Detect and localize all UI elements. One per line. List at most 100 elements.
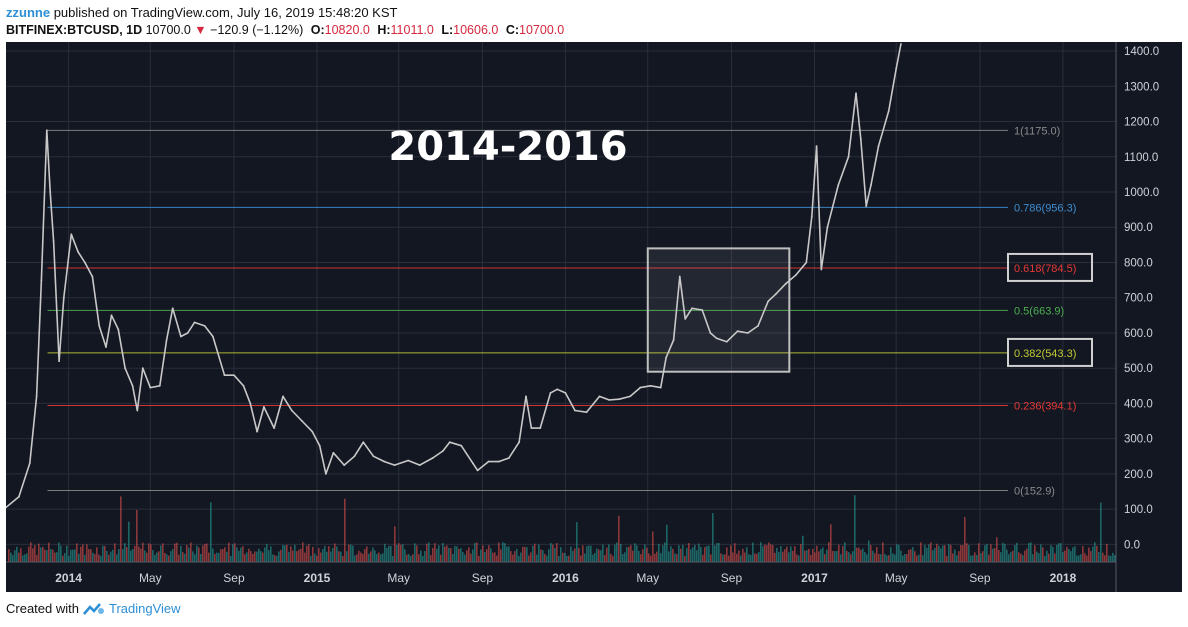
volume-bar [900,550,902,562]
volume-bar [114,543,116,562]
price-point [574,409,576,412]
price-point [362,441,365,444]
volume-bar [426,543,428,562]
volume-bar [880,554,882,562]
volume-bar [70,549,72,562]
volume-bar [30,542,32,562]
volume-bar [1068,548,1070,562]
volume-bar [390,545,392,562]
volume-bar [124,543,126,562]
volume-bar [64,552,66,562]
volume-bar [914,551,916,562]
price-tick-label: 1100.0 [1124,152,1158,164]
price-point [233,374,235,377]
volume-bar [406,554,408,562]
volume-bar [918,554,920,562]
price-point [665,356,668,359]
volume-bar [538,544,540,562]
volume-bar [254,551,256,562]
price-point [372,455,375,458]
volume-bar [1002,542,1004,562]
author-link[interactable]: zzunne [6,5,51,20]
volume-bar [34,545,36,562]
volume-bar [692,547,694,562]
price-point [865,205,868,207]
fib-label-box [1007,337,1093,367]
price-point [110,314,113,317]
price-point [767,300,770,303]
price-tick-label: 1000.0 [1124,187,1159,199]
volume-bar [186,544,188,562]
price-point [639,386,642,389]
tradingview-brand[interactable]: TradingView [108,601,181,616]
time-axis[interactable]: 2014 May Sep 2015 May Sep 2016 May Sep 2017 May Sep… [6,561,1116,585]
volume-bar [624,552,626,562]
volume-bar [836,551,838,562]
volume-bar [222,549,224,562]
volume-bar [478,555,480,562]
price-point [701,309,704,311]
volume-bar [1114,555,1116,562]
volume-bar [558,555,560,562]
volume-bar [270,546,272,562]
price-point [70,233,73,236]
volume-bar [338,551,340,562]
price-tick-label: 1200.0 [1124,117,1159,129]
price-point [311,430,314,433]
volume-bar [428,542,430,562]
volume-bar [488,545,490,562]
price-tick-label: 600.0 [1124,328,1153,340]
volume-bar [770,544,772,562]
volume-bar [202,545,204,562]
volume-bar [672,548,674,562]
volume-bar [746,547,748,562]
volume-bar [526,547,528,562]
volume-bar [800,543,802,562]
volume-bar [824,554,826,562]
high-label: H: [377,23,391,37]
volume-bar [642,549,644,562]
volume-bar [1062,552,1064,562]
low-value: 10606.0 [453,23,499,37]
price-axis[interactable]: 0.0 100.0 200.0 300.0 400.0 500.0 600.0 700.0 80… [1115,42,1159,592]
price-chart[interactable]: 1(1175.0) 0.786(956.3) 0.618(784.5) 0.5(663… [6,42,1182,592]
volume-bar [992,548,994,562]
volume-bar [728,555,730,562]
volume-bar [802,535,804,562]
volume-bar [112,549,114,562]
volume-bar [418,554,420,562]
price-tick-label: 100.0 [1124,504,1153,516]
volume-bar [618,515,620,562]
volume-bar [36,554,38,562]
price-point [62,296,65,299]
volume-bar [1066,546,1068,562]
volume-bar [794,546,796,562]
volume-bar [1106,544,1108,562]
volume-bar [78,553,80,562]
price-point [805,261,808,264]
volume-bar [970,555,972,562]
volume-bar [192,551,194,562]
volume-bar [132,548,134,562]
price-point [448,441,451,444]
volume-bar [790,546,792,562]
volume-bar [820,549,822,562]
volume-bar [312,546,314,562]
volume-bar [206,543,208,562]
volume-bar [220,549,222,562]
volume-bar [146,552,148,562]
volume-bar [218,552,220,562]
volume-bar [700,547,702,562]
volume-bar [930,542,932,562]
volume-bar [902,555,904,562]
volume-bar [530,552,532,562]
volume-bar [400,544,402,562]
volume-bar [556,543,558,562]
volume-bar [230,555,232,562]
volume-bar [18,552,20,562]
volume-bar [744,552,746,562]
volume-bar [100,555,102,562]
volume-bar [32,548,34,562]
volume-bar [1112,552,1114,562]
volume-bar [1040,544,1042,562]
